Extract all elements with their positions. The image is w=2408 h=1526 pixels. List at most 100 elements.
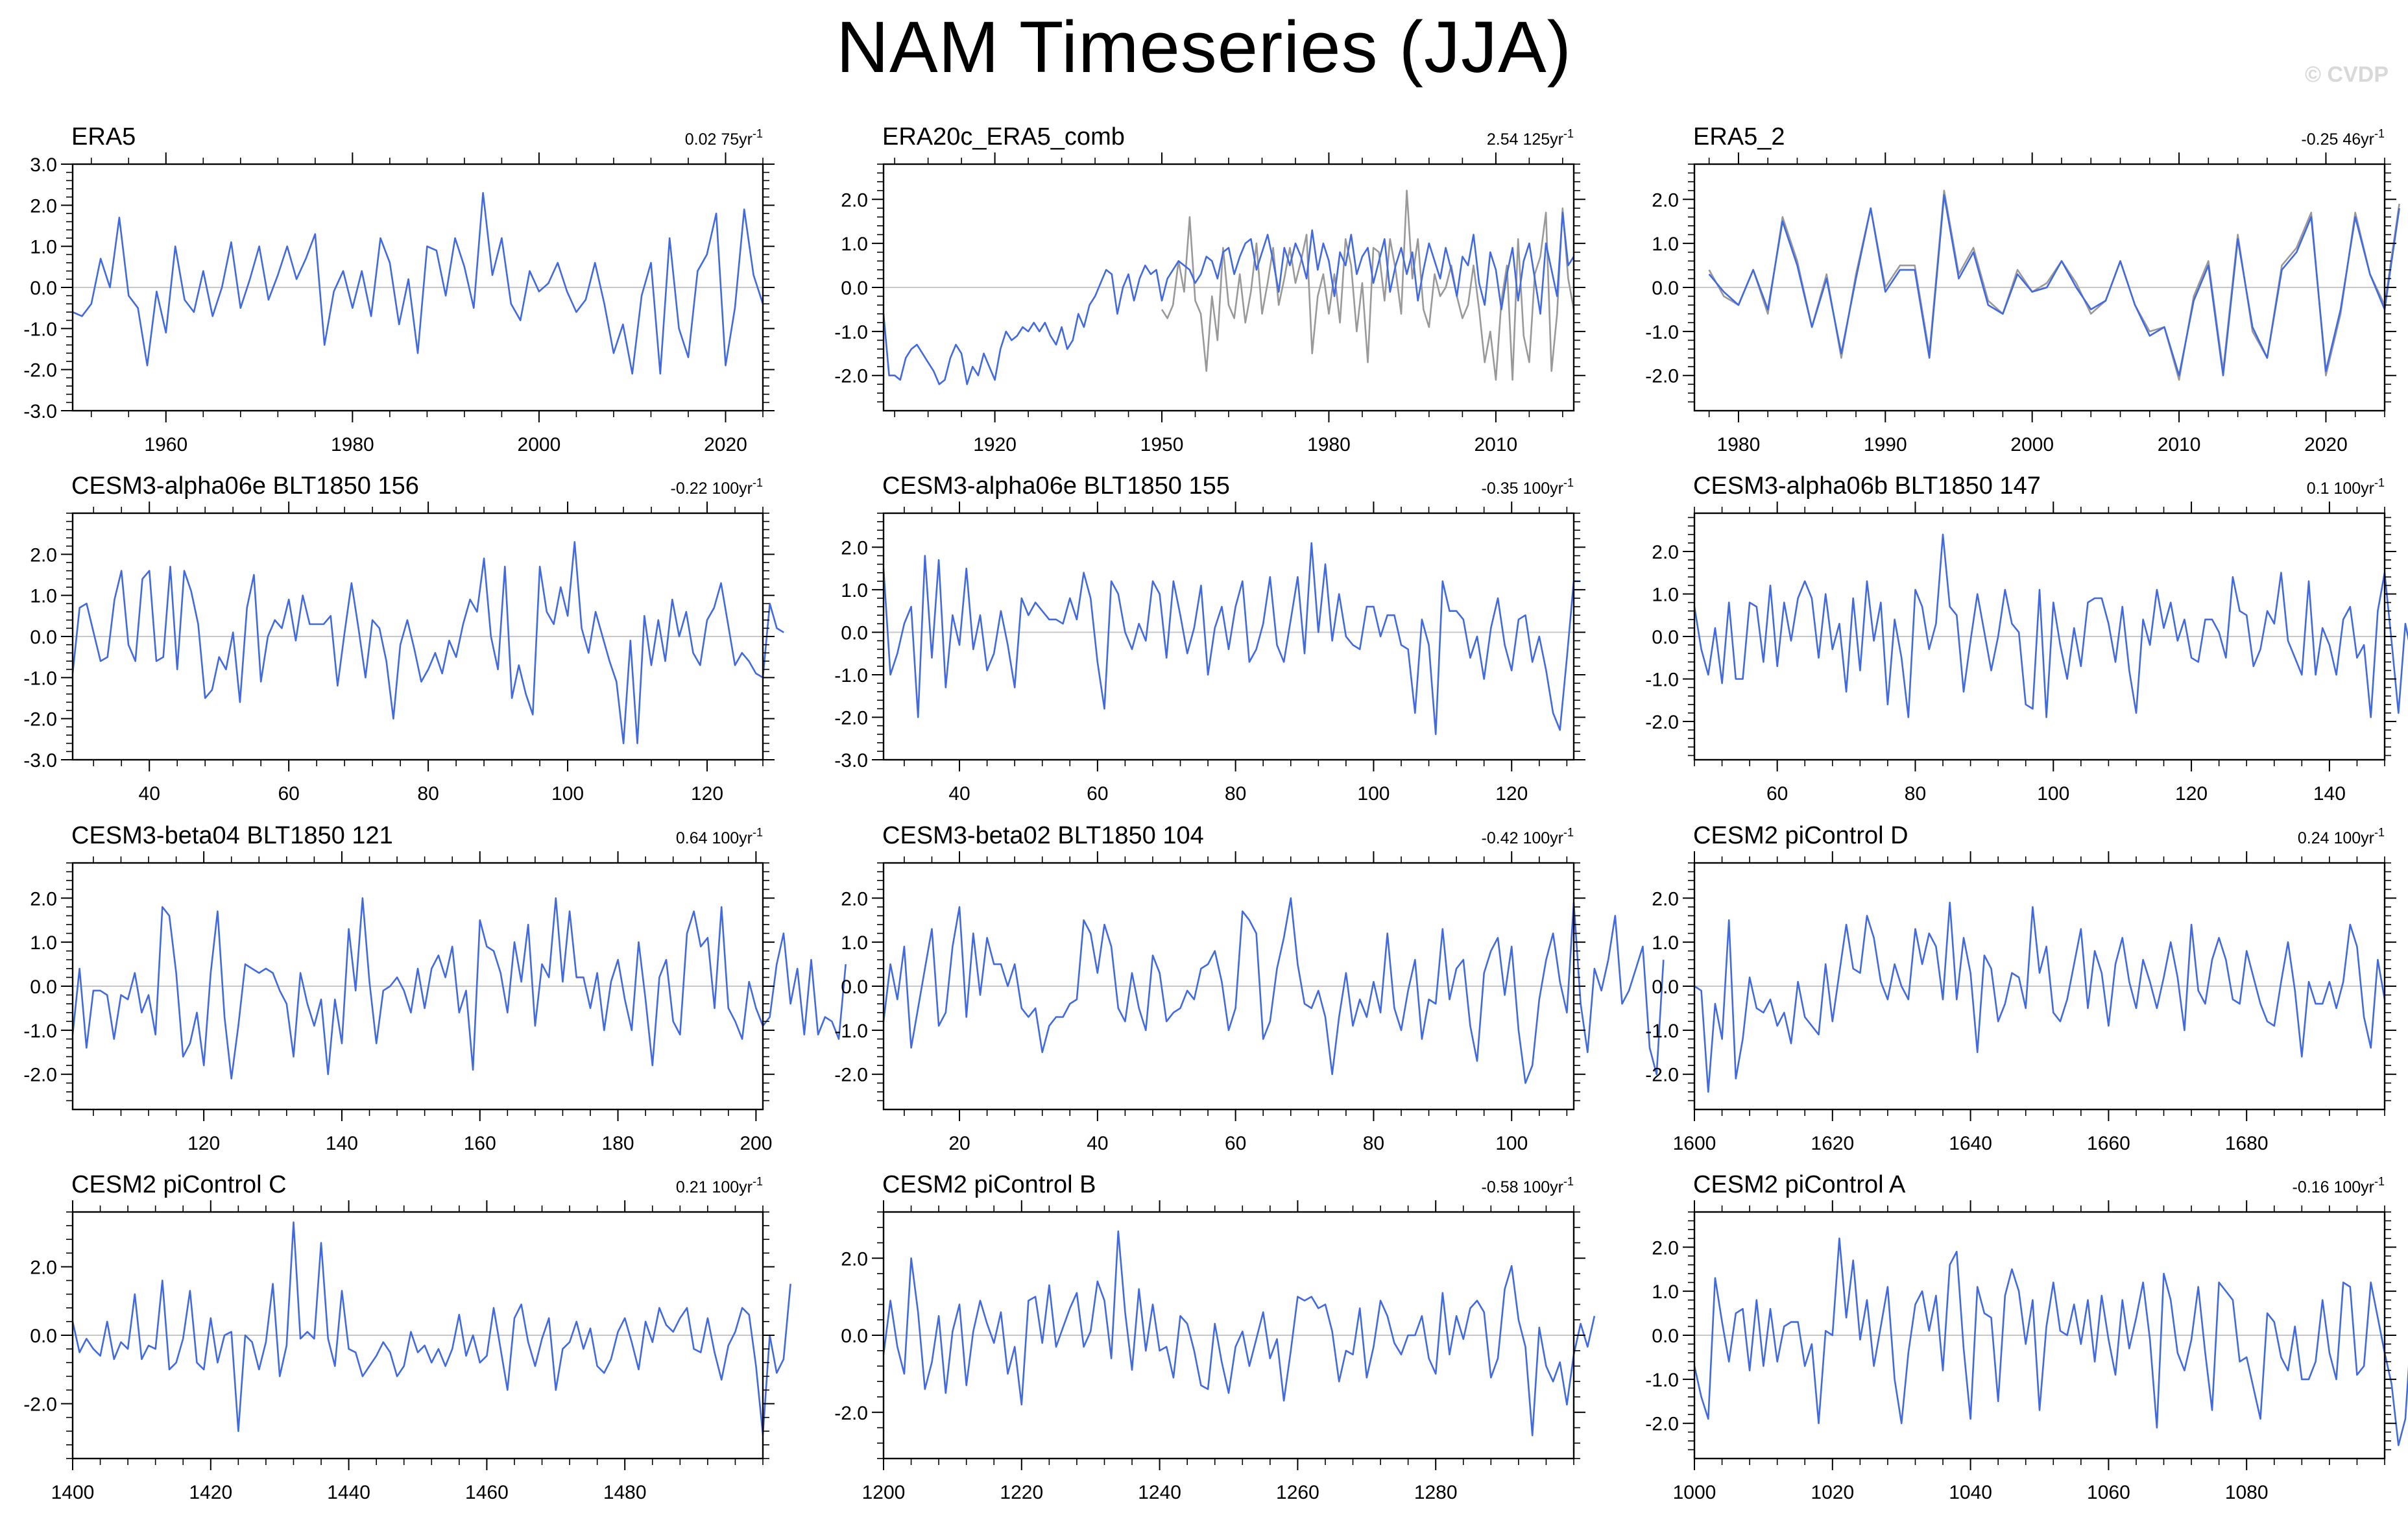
panel-1: -3.0 -2.0 -1.0 0.0 1.0 2.0 3.0 1960 1980 2000 2020… xyxy=(23,123,775,455)
x-tick-label: 100 xyxy=(2037,783,2069,805)
y-tick-label: -1.0 xyxy=(1645,670,1679,691)
x-tick-label: 1420 xyxy=(189,1482,232,1503)
x-tick-label: 160 xyxy=(464,1133,496,1154)
series-line-1 xyxy=(1693,1237,2408,1446)
panel-title: ERA5 xyxy=(71,123,136,151)
panel-title: CESM2 piControl D xyxy=(1693,822,1908,849)
y-tick-label: -2.0 xyxy=(1645,712,1679,733)
x-tick-label: 1960 xyxy=(144,434,187,455)
x-tick-label: 1620 xyxy=(1811,1133,1854,1154)
y-tick-label: -2.0 xyxy=(1645,366,1679,387)
y-tick-label: 1.0 xyxy=(30,237,57,258)
x-tick-label: 1260 xyxy=(1276,1482,1319,1503)
x-tick-label: 40 xyxy=(139,783,160,805)
series-line-1 xyxy=(1694,901,2386,1093)
y-tick-label: 1.0 xyxy=(1652,234,1679,255)
x-tick-label: 2020 xyxy=(704,434,747,455)
y-tick-label: 0.0 xyxy=(1652,278,1679,299)
x-tick-label: 100 xyxy=(1357,783,1390,805)
y-tick-label: -2.0 xyxy=(1645,1065,1679,1086)
y-tick-label: 0.0 xyxy=(1652,627,1679,648)
y-tick-label: 2.0 xyxy=(841,537,868,559)
panel-title: CESM3-beta02 BLT1850 104 xyxy=(882,822,1204,849)
series-line-1 xyxy=(882,542,1581,735)
x-tick-label: 1990 xyxy=(1864,434,1907,455)
y-tick-label: 1.0 xyxy=(1652,1281,1679,1303)
x-tick-label: 180 xyxy=(602,1133,634,1154)
panel-title: ERA5_2 xyxy=(1693,123,1785,151)
y-tick-label: 1.0 xyxy=(30,932,57,954)
panel-title: CESM3-alpha06e BLT1850 155 xyxy=(882,472,1230,500)
y-tick-label: 1.0 xyxy=(841,580,868,601)
x-tick-label: 60 xyxy=(1766,783,1788,805)
x-tick-label: 1280 xyxy=(1414,1482,1458,1503)
plot-frame xyxy=(882,512,1575,761)
x-tick-label: 20 xyxy=(948,1133,970,1154)
y-tick-label: -1.0 xyxy=(1645,1370,1679,1391)
x-tick-label: 2000 xyxy=(518,434,561,455)
panel-title: CESM3-alpha06e BLT1850 156 xyxy=(71,472,419,500)
x-tick-label: 140 xyxy=(2313,783,2346,805)
y-tick-label: 0.0 xyxy=(30,976,57,998)
y-tick-label: -1.0 xyxy=(1645,322,1679,343)
panel-6: -2.0 -1.0 0.0 1.0 2.0 60 80 100 120 140 CESM3-alph… xyxy=(1645,472,2408,805)
y-tick-label: -2.0 xyxy=(23,360,57,382)
x-tick-label: 1240 xyxy=(1138,1482,1181,1503)
panel-8: -2.0 -1.0 0.0 1.0 2.0 20 40 60 80 100 CESM3-beta02… xyxy=(834,822,1665,1154)
x-tick-label: 1980 xyxy=(331,434,374,455)
x-tick-label: 80 xyxy=(1363,1133,1384,1154)
x-tick-label: 1020 xyxy=(1811,1482,1854,1503)
x-tick-label: 40 xyxy=(1087,1133,1108,1154)
panel-2: -2.0 -1.0 0.0 1.0 2.0 1920 1950 1980 2010 ERA20c_… xyxy=(834,123,1585,455)
y-tick-label: 2.0 xyxy=(30,544,57,566)
y-tick-label: -2.0 xyxy=(23,1065,57,1086)
panel-trend: 0.24 100yr-1 xyxy=(2298,826,2385,847)
series-line-1 xyxy=(1693,533,2408,718)
panel-4: -3.0 -2.0 -1.0 0.0 1.0 2.0 40 60 80 100 120 CESM3-a… xyxy=(23,472,784,805)
x-tick-label: 2010 xyxy=(2158,434,2201,455)
y-tick-label: 2.0 xyxy=(841,888,868,910)
y-tick-label: -2.0 xyxy=(834,707,868,729)
x-tick-label: 1920 xyxy=(973,434,1017,455)
x-tick-label: 140 xyxy=(326,1133,358,1154)
panel-title: CESM3-alpha06b BLT1850 147 xyxy=(1693,472,2041,500)
y-tick-label: 0.0 xyxy=(1652,1326,1679,1347)
x-tick-label: 1950 xyxy=(1140,434,1184,455)
y-tick-label: 2.0 xyxy=(30,1257,57,1278)
y-tick-label: -2.0 xyxy=(834,366,868,387)
y-tick-label: 0.0 xyxy=(841,622,868,644)
x-tick-label: 1460 xyxy=(465,1482,509,1503)
y-tick-label: 1.0 xyxy=(1652,584,1679,605)
series-line-1 xyxy=(1708,189,2400,381)
panel-trend: -0.58 100yr-1 xyxy=(1482,1175,1574,1196)
y-tick-label: -3.0 xyxy=(834,750,868,771)
panel-trend: 0.64 100yr-1 xyxy=(676,826,763,847)
panel-11: -2.0 0.0 2.0 1200 1220 1240 1260 1280 CESM2 piCo… xyxy=(834,1171,1596,1503)
y-tick-label: 0.0 xyxy=(841,278,868,299)
y-tick-label: -1.0 xyxy=(834,1021,868,1042)
panel-5: -3.0 -2.0 -1.0 0.0 1.0 2.0 40 60 80 100 120 CESM3-a… xyxy=(834,472,1585,805)
x-tick-label: 120 xyxy=(187,1133,220,1154)
x-tick-label: 60 xyxy=(278,783,299,805)
panel-title: CESM2 piControl A xyxy=(1693,1171,1906,1198)
series-line-1 xyxy=(72,191,764,375)
y-tick-label: 2.0 xyxy=(841,1248,868,1270)
copyright-watermark: © CVDP xyxy=(2305,62,2389,87)
x-tick-label: 1980 xyxy=(1307,434,1351,455)
x-tick-label: 2010 xyxy=(1474,434,1517,455)
y-tick-label: -1.0 xyxy=(1645,1021,1679,1042)
panel-trend: 0.21 100yr-1 xyxy=(676,1175,763,1196)
panel-title: ERA20c_ERA5_comb xyxy=(882,123,1125,151)
y-tick-label: -1.0 xyxy=(834,665,868,686)
panel-9: -2.0 -1.0 0.0 1.0 2.0 1600 1620 1640 1660 1680 CES… xyxy=(1645,822,2396,1154)
y-tick-label: -2.0 xyxy=(834,1065,868,1086)
series-line-2 xyxy=(882,212,1575,385)
panel-trend: 0.02 75yr-1 xyxy=(685,127,763,149)
y-tick-label: 2.0 xyxy=(1652,888,1679,910)
panel-trend: -0.42 100yr-1 xyxy=(1482,826,1574,847)
x-tick-label: 1600 xyxy=(1673,1133,1716,1154)
y-tick-label: 1.0 xyxy=(841,932,868,954)
panel-trend: -0.16 100yr-1 xyxy=(2293,1175,2385,1196)
y-tick-label: 0.0 xyxy=(30,627,57,648)
